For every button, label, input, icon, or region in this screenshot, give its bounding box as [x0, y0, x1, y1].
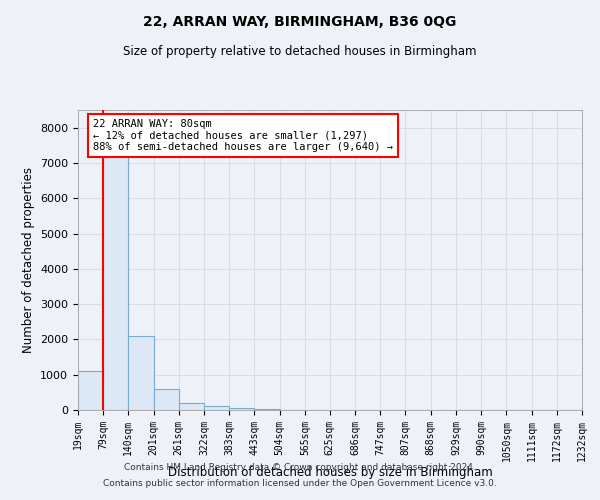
X-axis label: Distribution of detached houses by size in Birmingham: Distribution of detached houses by size … — [167, 466, 493, 479]
Text: 22 ARRAN WAY: 80sqm
← 12% of detached houses are smaller (1,297)
88% of semi-det: 22 ARRAN WAY: 80sqm ← 12% of detached ho… — [93, 119, 393, 152]
Text: Contains public sector information licensed under the Open Government Licence v3: Contains public sector information licen… — [103, 478, 497, 488]
Text: Size of property relative to detached houses in Birmingham: Size of property relative to detached ho… — [123, 45, 477, 58]
Bar — [229, 408, 254, 410]
Bar — [154, 389, 179, 410]
Bar — [103, 138, 128, 410]
Text: 22, ARRAN WAY, BIRMINGHAM, B36 0QG: 22, ARRAN WAY, BIRMINGHAM, B36 0QG — [143, 15, 457, 29]
Bar — [179, 403, 204, 410]
Text: Contains HM Land Registry data © Crown copyright and database right 2024.: Contains HM Land Registry data © Crown c… — [124, 464, 476, 472]
Bar — [78, 371, 103, 410]
Y-axis label: Number of detached properties: Number of detached properties — [22, 167, 35, 353]
Bar — [204, 406, 229, 410]
Bar — [128, 336, 154, 410]
